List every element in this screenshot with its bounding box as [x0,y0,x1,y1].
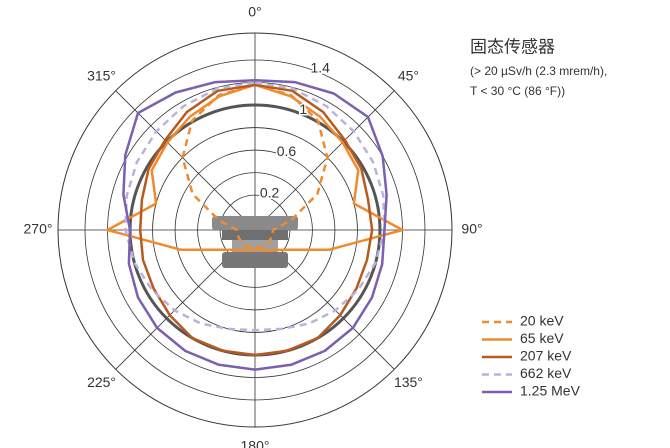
legend-label: 1.25 MeV [520,383,581,399]
legend-label: 662 keV [520,365,572,381]
series-line [106,83,404,252]
series-line [122,79,388,371]
detector-base [222,230,288,240]
detector-stand [232,240,278,252]
detector-icon [212,216,298,268]
chart-title: 固态传感器 [470,37,555,56]
angle-label: 90° [461,221,482,237]
annotation: T < 30 °C (86 °F)) [470,84,565,98]
angle-label: 270° [24,221,53,237]
detector-foot [222,252,288,268]
angle-label: 45° [398,67,419,83]
series-line [138,83,374,357]
legend-label: 20 keV [520,313,564,329]
legend-label: 207 keV [520,348,572,364]
r-tick-label: 0.2 [260,185,280,201]
r-tick-label: 1 [299,101,307,117]
angle-label: 135° [394,374,423,390]
legend-label: 65 keV [520,330,564,346]
angle-label: 225° [87,374,116,390]
r-tick-label: 1.4 [310,59,330,75]
r-tick-label: 0.6 [277,143,297,159]
series-line [181,83,329,250]
angle-label: 180° [241,438,270,448]
detector-body [212,216,298,230]
grid-spoke [254,90,395,231]
angle-label: 0° [248,4,261,20]
annotation: (> 20 µSv/h (2.3 mrem/h), [470,64,607,78]
series-line [124,81,386,332]
angle-label: 315° [87,67,116,83]
